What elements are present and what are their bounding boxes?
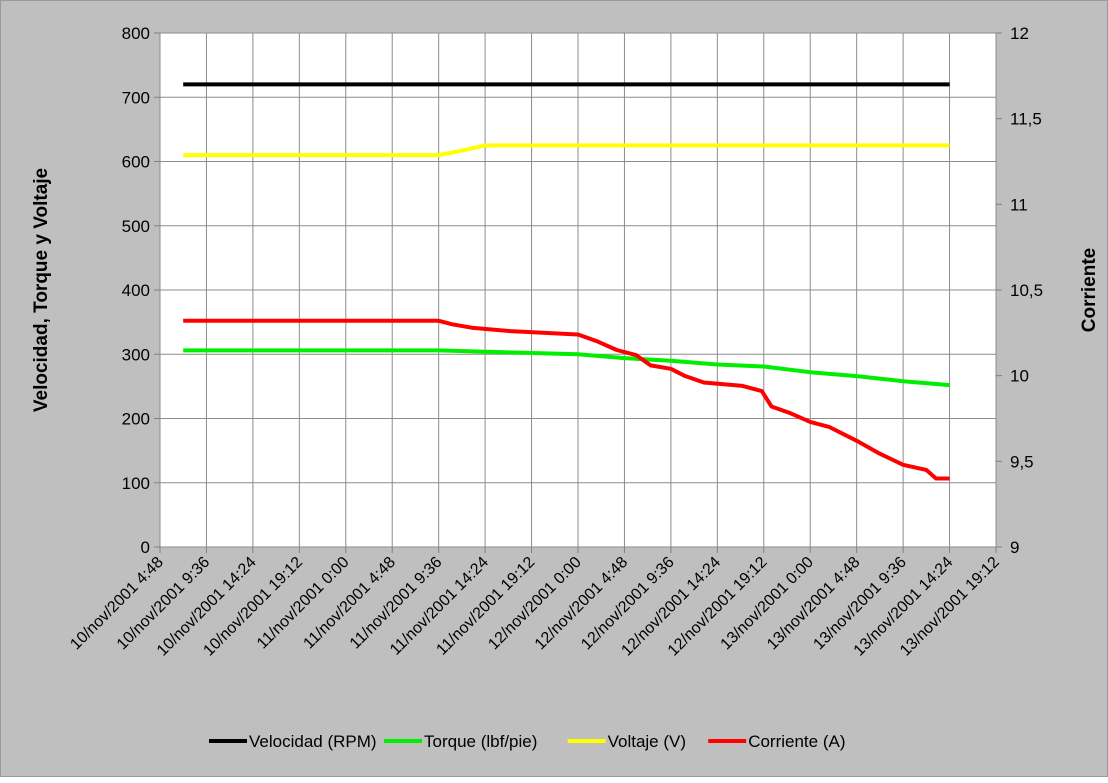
series-line-torque: [183, 348, 950, 388]
y-left-tick-label: 500: [122, 217, 150, 236]
y-left-tick-label: 400: [122, 281, 150, 300]
y-left-tick-label: 700: [122, 88, 150, 107]
series-line-voltaje: [183, 143, 950, 158]
axes: [154, 32, 1002, 553]
y-right-tick-label: 12: [1010, 24, 1029, 43]
legend-label-corriente: Corriente (A): [748, 732, 845, 751]
y-left-tick-label: 300: [122, 345, 150, 364]
y-left-tick-label: 200: [122, 410, 150, 429]
legend: Velocidad (RPM) Torque (lbf/pie) Voltaje (…: [209, 732, 846, 751]
y-left-tick-label: 600: [122, 153, 150, 172]
y-left-axis-title: Velocidad, Torque y Voltaje: [31, 168, 52, 412]
legend-label-voltaje: Voltaje (V): [608, 732, 686, 751]
legend-label-torque: Torque (lbf/pie): [424, 732, 537, 751]
y-right-tick-label: 11,5: [1010, 110, 1042, 129]
y-right-tick-label: 11: [1010, 195, 1028, 214]
y-left-tick-label: 100: [122, 474, 150, 493]
y-left-tick-label: 800: [122, 24, 150, 43]
y-left-tick-label: 0: [141, 538, 150, 557]
series-line-corriente: [183, 318, 950, 481]
y-right-tick-label: 10: [1010, 367, 1029, 386]
y-right-tick-label: 10,5: [1010, 281, 1043, 300]
series-lines: [183, 82, 950, 481]
legend-label-velocidad: Velocidad (RPM): [249, 732, 377, 751]
y-right-axis-title: Corriente: [1079, 248, 1100, 332]
y-right-tick-label: 9,5: [1010, 452, 1034, 471]
y-right-tick-label: 9: [1010, 538, 1019, 557]
